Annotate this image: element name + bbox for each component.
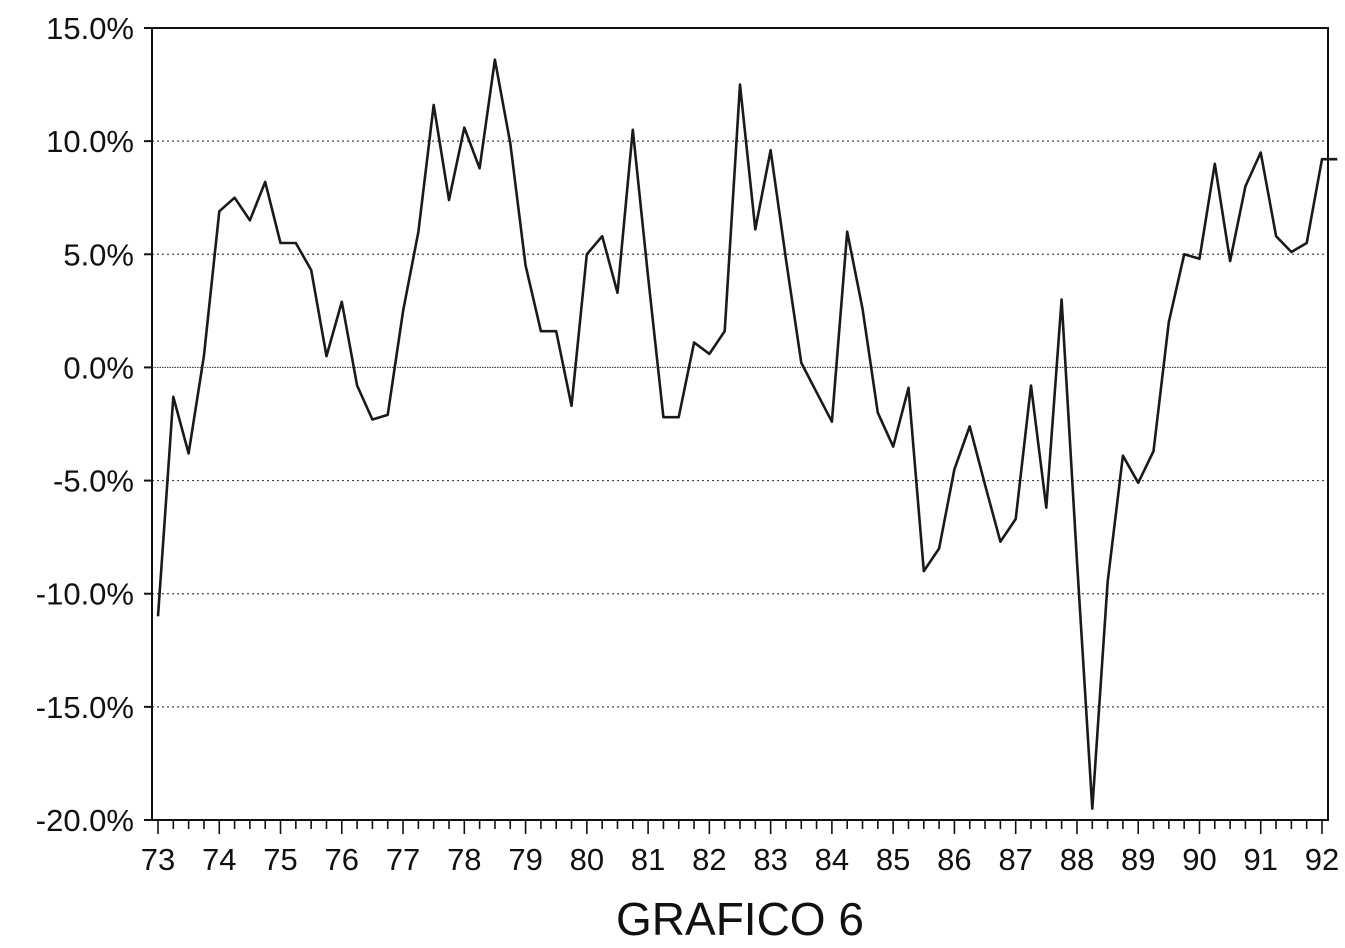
plot-frame (151, 27, 1329, 821)
x-tick-label: 92 (1305, 842, 1339, 877)
x-tick-label: 85 (876, 842, 910, 877)
x-tick-label: 88 (1060, 842, 1094, 877)
x-tick-label: 74 (202, 842, 236, 877)
y-axis: 15.0% 10.0% 5.0% 0.0% -5.0% -10.0% -15.0% -20.0… (36, 11, 152, 838)
x-tick-label: 90 (1182, 842, 1216, 877)
y-tick-label: 0.0% (63, 350, 134, 385)
x-tick-label: 86 (937, 842, 971, 877)
x-tick-label: 87 (998, 842, 1032, 877)
x-tick-label: 75 (263, 842, 297, 877)
y-tick-label: 5.0% (63, 237, 134, 272)
x-tick-label: 81 (631, 842, 665, 877)
x-axis: 73 74 75 76 77 78 79 80 81 82 83 84 85 86 87 88 89 90 91 92 (141, 820, 1339, 877)
x-tick-label: 80 (570, 842, 604, 877)
x-tick-label: 82 (692, 842, 726, 877)
y-tick-label: -20.0% (36, 803, 134, 838)
x-tick-label: 91 (1243, 842, 1277, 877)
x-tick-label: 79 (508, 842, 542, 877)
series-line (156, 58, 1338, 810)
x-tick-label: 77 (386, 842, 420, 877)
x-tick-label: 78 (447, 842, 481, 877)
y-tick-label: 10.0% (46, 124, 134, 159)
y-tick-label: -10.0% (36, 577, 134, 612)
x-tick-label: 84 (815, 842, 849, 877)
y-tick-label: 15.0% (46, 11, 134, 46)
chart-title: GRAFICO 6 (616, 893, 864, 945)
y-tick-label: -15.0% (36, 690, 134, 725)
x-tick-label: 73 (141, 842, 175, 877)
gridlines (152, 140, 1328, 708)
y-tick-label: -5.0% (53, 464, 134, 499)
x-tick-label: 83 (753, 842, 787, 877)
x-tick-label: 89 (1121, 842, 1155, 877)
x-tick-label: 76 (325, 842, 359, 877)
